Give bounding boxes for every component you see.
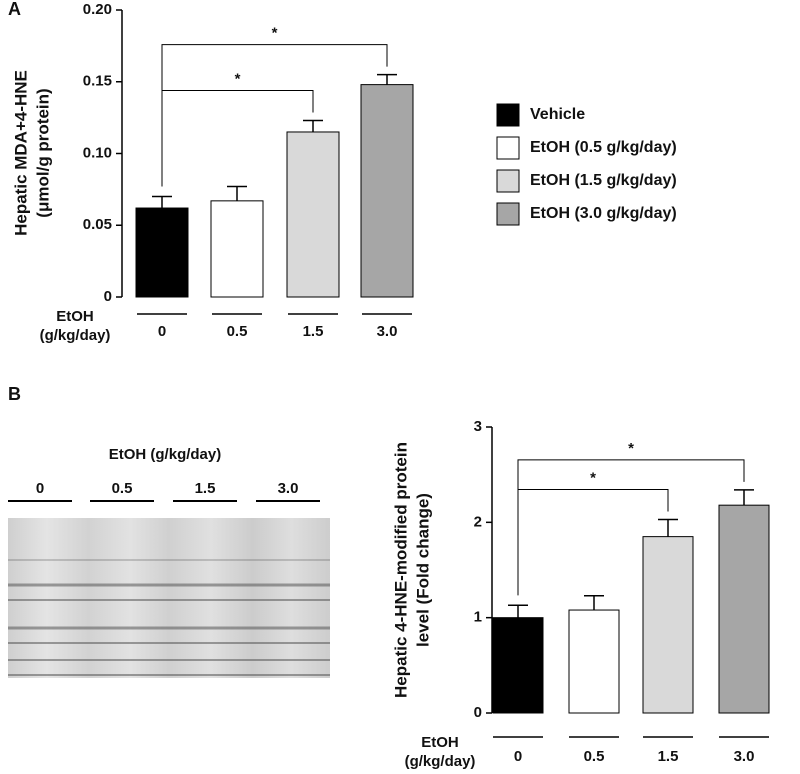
legend-swatch [496,136,520,160]
bar [642,536,694,714]
bar [210,200,264,298]
bar [135,207,189,298]
blot-title: EtOH (g/kg/day) [109,446,222,463]
x-tick-label: 3.0 [377,323,398,340]
y-axis-label: level (Fold change) [413,493,432,647]
y-tick-label: 0 [104,288,112,305]
bar [360,84,414,298]
panel-label: A [8,0,21,19]
x-tick-label: 1.5 [658,748,679,765]
x-tick-label: 3.0 [734,748,755,765]
x-tick-label: 0.5 [584,748,605,765]
y-tick-label: 2 [474,513,482,530]
legend-swatch [496,103,520,127]
bar [286,131,340,298]
y-tick-label: 0 [474,704,482,721]
blot-image [8,518,330,678]
x-axis-label: (g/kg/day) [40,327,111,344]
lane-label: 1.5 [195,480,216,497]
x-tick-label: 0 [158,323,166,340]
y-axis-label: (μmol/g protein) [33,88,52,217]
legend-label: Vehicle [530,106,585,123]
y-tick-label: 0.20 [83,1,112,18]
x-tick-label: 1.5 [303,323,324,340]
significance-label: * [235,70,241,87]
lane-label: 0 [36,480,44,497]
y-tick-label: 3 [474,418,482,435]
legend-label: EtOH (3.0 g/kg/day) [530,205,677,222]
y-axis-label: Hepatic MDA+4-HNE [11,70,30,236]
blot: EtOH (g/kg/day) [8,446,330,678]
significance-label: * [628,440,634,457]
y-axis-label: Hepatic 4-HNE-modified protein [391,442,410,698]
lane-label: 3.0 [278,480,299,497]
bar [492,617,544,714]
lane-label: 0.5 [112,480,133,497]
x-tick-label: 0.5 [227,323,248,340]
legend-swatch [496,169,520,193]
x-axis-label: EtOH [421,734,459,751]
legend-swatch [496,202,520,226]
x-axis-label: EtOH [56,308,94,325]
panel-label: B [8,384,21,404]
legend-label: EtOH (0.5 g/kg/day) [530,139,677,156]
bar [718,504,770,714]
blot-bands [8,559,330,676]
y-tick-label: 1 [474,609,482,626]
significance-bracket [161,44,388,187]
x-axis-label: (g/kg/day) [405,753,476,770]
y-tick-label: 0.15 [83,73,112,90]
significance-label: * [590,469,596,486]
significance-label: * [272,25,278,42]
bar [568,609,620,714]
y-tick-label: 0.05 [83,216,112,233]
legend-label: EtOH (1.5 g/kg/day) [530,172,677,189]
y-tick-label: 0.10 [83,144,112,161]
x-tick-label: 0 [514,748,522,765]
significance-bracket [517,459,745,596]
